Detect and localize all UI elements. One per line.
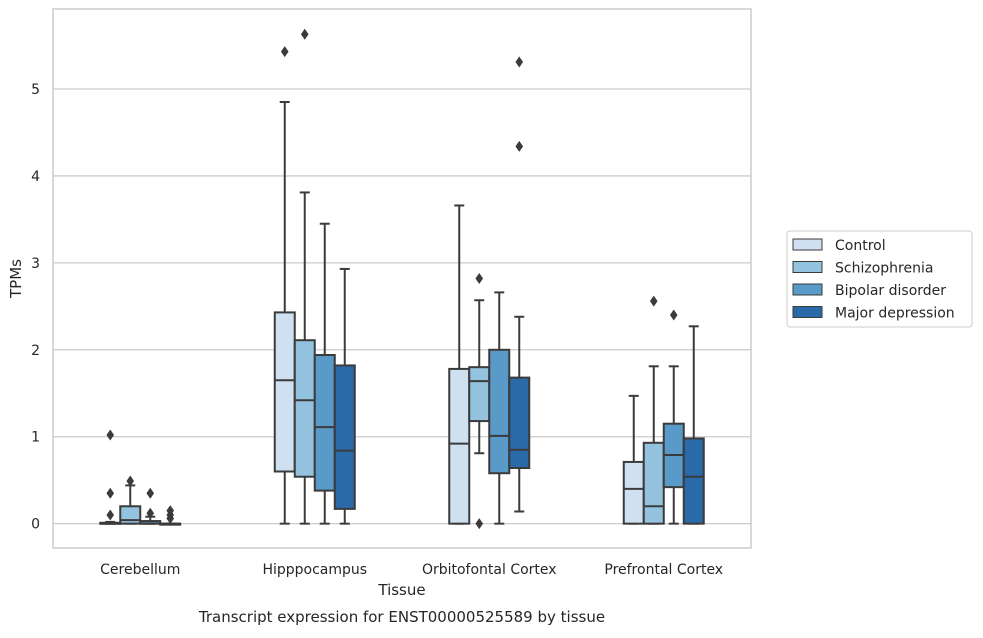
box-1-2 [468,273,491,530]
legend-label: Control [835,238,886,254]
box-body [333,364,356,510]
box-body [488,348,511,475]
y-tick-label: 5 [31,82,40,98]
outlier-point [669,309,678,321]
chart-caption: Transcript expression for ENST0000052558… [198,608,605,626]
box-0-2 [448,204,471,525]
box-1-3 [642,295,665,525]
box-3-0 [159,505,182,526]
legend-swatch [792,306,823,318]
outlier-point [166,505,175,517]
plot-frame [52,8,752,549]
legend-box [786,230,973,328]
outlier-point [126,475,135,487]
outlier-point [649,295,658,307]
box-body [293,339,316,478]
x-tick-label: Prefrontal Cortex [604,562,723,578]
box-body [642,441,665,525]
box-body [273,311,296,473]
box-2-1 [313,222,336,525]
x-tick-label: Cerebellum [100,562,180,578]
legend-swatch [792,261,823,273]
outlier-point [300,28,309,40]
box-2-3 [662,309,685,525]
y-axis: 0 1 2 3 4 5 [31,82,40,533]
x-axis: Cerebellum Hipppocampus Orbitofontal Corte… [100,562,723,578]
box-0-0 [99,429,122,525]
x-tick-label: Hipppocampus [262,562,367,578]
box-body [682,437,705,525]
box-body [508,376,531,470]
y-tick-label: 2 [31,343,40,359]
box-3-3 [682,325,705,525]
box-1-0 [119,475,142,525]
legend: Control Schizophrenia Bipolar disorder Majo… [786,230,973,328]
outlier-point [106,429,115,441]
y-tick-label: 4 [31,169,40,185]
legend-label: Major depression [835,306,955,322]
box-body [448,367,471,525]
box-body [313,354,336,492]
box-0-1 [273,46,296,525]
y-tick-label: 3 [31,256,40,272]
y-tick-label: 0 [31,517,40,533]
x-tick-label: Orbitofontal Cortex [422,562,557,578]
outlier-point [146,487,155,499]
outlier-point [515,140,524,152]
box-body [468,366,491,423]
x-axis-label: Tissue [377,581,425,599]
outlier-point [146,507,155,519]
outlier-point [106,487,115,499]
plot-area [99,28,705,530]
y-tick-label: 1 [31,430,40,446]
box-0-3 [622,394,645,525]
box-3-1 [333,267,356,525]
legend-swatch [792,238,823,251]
box-3-2 [508,56,531,513]
outlier-point [515,56,524,68]
outlier-point [280,46,289,58]
outlier-point [106,509,115,521]
y-axis-label: TPMs [7,259,25,299]
box-2-2 [488,291,511,525]
legend-swatch [792,283,823,296]
box-2-0 [139,487,162,525]
legend-label: Bipolar disorder [835,283,946,299]
legend-label: Schizophrenia [835,261,933,277]
outlier-point [475,273,484,284]
box-1-1 [293,28,316,525]
box-body [622,460,645,525]
outlier-point [475,518,484,530]
